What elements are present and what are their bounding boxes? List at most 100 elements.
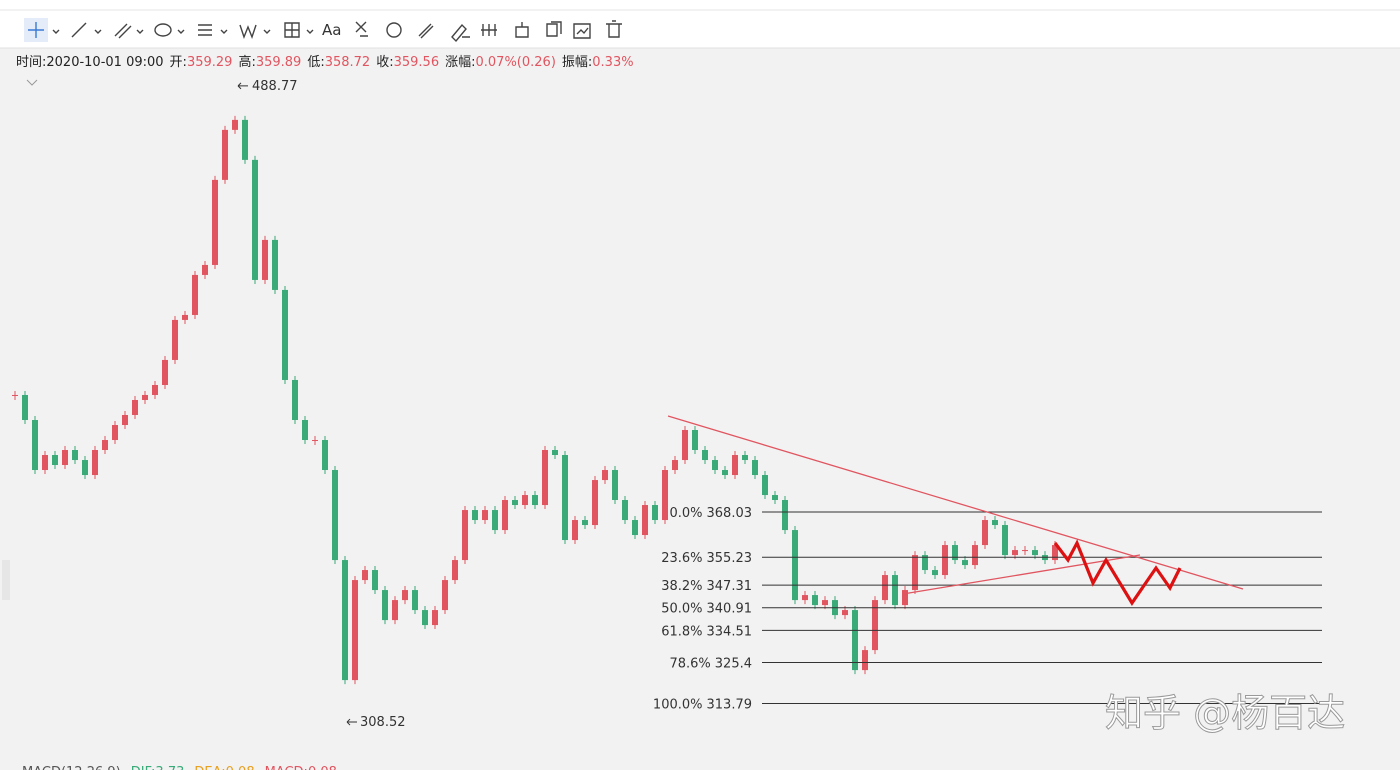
channel-tool[interactable] xyxy=(114,23,132,39)
candle-body xyxy=(182,314,188,320)
candle-body xyxy=(212,179,218,265)
candle-body xyxy=(112,425,118,441)
low-arrow xyxy=(346,718,357,726)
low-label: 308.52 xyxy=(360,715,406,730)
candle-body xyxy=(752,460,758,476)
info-value: 358.72 xyxy=(325,55,371,70)
candle-body xyxy=(332,470,338,561)
indicator-value: MACD:0.08 xyxy=(265,765,337,770)
font-button[interactable]: Aa xyxy=(322,21,341,39)
info-value: 0.07%(0.26) xyxy=(476,55,556,70)
candle-body xyxy=(662,470,668,521)
indicator-bar: MACD(12,26,9) DIF:3.73 DEA:0.08 MACD:0.08 xyxy=(22,765,337,770)
candle-body xyxy=(852,610,858,671)
info-label: 收: xyxy=(376,55,393,70)
candle-body xyxy=(382,590,388,621)
copy-tool[interactable] xyxy=(546,21,562,37)
candle-body xyxy=(232,119,238,130)
brush-tool[interactable] xyxy=(355,21,368,37)
candle-body xyxy=(32,420,38,471)
candle-body xyxy=(162,359,168,385)
candle-body xyxy=(282,289,288,380)
candle-body xyxy=(892,575,898,606)
candle-body xyxy=(502,500,508,531)
magnet-tool[interactable] xyxy=(386,22,402,38)
watermark: 知乎 @杨百达 xyxy=(1105,691,1345,735)
candle-body xyxy=(932,570,938,576)
candle-body xyxy=(412,590,418,611)
candle-body xyxy=(252,159,258,280)
candle-body xyxy=(602,470,608,481)
fib-percent: 38.2% xyxy=(661,579,702,594)
candle-body xyxy=(372,570,378,591)
fib-percent: 0.0% xyxy=(669,506,702,521)
fib-tool[interactable] xyxy=(198,24,212,36)
lock-tool[interactable] xyxy=(515,22,529,38)
indicator-value: MACD(12,26,9) xyxy=(22,765,121,770)
candle-body xyxy=(202,264,208,275)
candle-body xyxy=(302,420,308,441)
ruler-tool[interactable] xyxy=(418,23,434,39)
candle-body xyxy=(462,510,468,561)
candle-body xyxy=(92,450,98,476)
candle-body xyxy=(622,500,628,521)
fib-price: 355.23 xyxy=(707,551,753,566)
forecast-zigzag xyxy=(1053,539,1182,606)
collapse-arrow[interactable] xyxy=(26,79,38,86)
candle-body xyxy=(782,500,788,531)
fib-label: 61.8% 334.51 xyxy=(661,624,752,639)
ascending-trendline xyxy=(902,554,1141,595)
side-handle[interactable] xyxy=(2,560,10,600)
candle-body xyxy=(142,394,148,400)
candle-body xyxy=(732,455,738,476)
trend-lines xyxy=(667,415,1244,606)
candle-body xyxy=(952,545,958,561)
candle-body xyxy=(712,460,718,471)
candle-body xyxy=(152,384,158,395)
fib-price: 340.91 xyxy=(707,602,753,617)
candle-body xyxy=(52,455,58,465)
candle-body xyxy=(122,414,128,426)
info-label: 涨幅: xyxy=(445,55,475,70)
candle-body xyxy=(902,590,908,606)
candle-body xyxy=(942,545,948,576)
plot-area: 488.77 308.52 0.0% 368.03 23.6% 355.23 38.2% 34… xyxy=(12,79,1322,730)
candle-body xyxy=(672,460,678,471)
candle-body xyxy=(922,555,928,571)
screenshot-tool[interactable] xyxy=(573,23,591,39)
candle-body xyxy=(392,600,398,621)
fib-label: 78.6% 325.4 xyxy=(669,656,752,671)
candle-body xyxy=(1052,545,1058,561)
candle-body xyxy=(612,470,618,501)
indicator-value: DEA:0.08 xyxy=(194,765,254,770)
candle-body xyxy=(72,450,78,461)
ellipse-tool[interactable] xyxy=(154,23,172,37)
candle-body xyxy=(682,429,688,461)
delete-tool[interactable] xyxy=(606,20,622,38)
candle-body xyxy=(272,239,278,290)
toolbar xyxy=(0,0,1400,48)
crosshair-tool[interactable] xyxy=(28,22,44,38)
dropdown-arrows[interactable] xyxy=(52,29,314,34)
candle-body xyxy=(762,475,768,496)
candle-body xyxy=(262,239,268,280)
candle-body xyxy=(882,575,888,601)
measure-tool[interactable] xyxy=(284,22,300,38)
candle-body xyxy=(742,455,748,461)
line-tool[interactable] xyxy=(71,22,87,38)
info-value: 359.89 xyxy=(256,55,302,70)
fib-percent: 23.6% xyxy=(661,551,702,566)
candle-body xyxy=(642,505,648,536)
candle-tool[interactable] xyxy=(481,24,497,36)
fib-label: 23.6% 355.23 xyxy=(661,551,752,566)
wave-tool[interactable] xyxy=(239,24,257,40)
candle-body xyxy=(1032,550,1038,556)
candle-body xyxy=(172,319,178,360)
candle-body xyxy=(12,394,18,396)
pen-tool[interactable] xyxy=(451,23,470,43)
info-value: 2020-10-01 09:00 xyxy=(46,55,163,70)
candle-body xyxy=(872,600,878,651)
candle-body xyxy=(582,520,588,526)
candle-body xyxy=(552,450,558,456)
